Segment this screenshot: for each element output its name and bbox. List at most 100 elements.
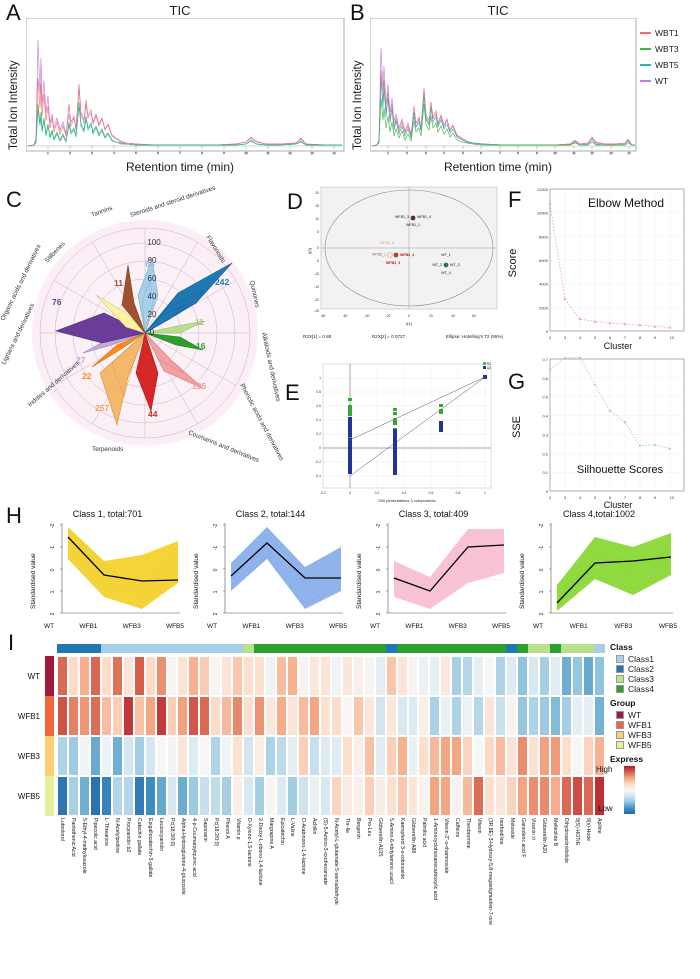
panel-h-xaxis-class1: WT WFB1 WFB3 WFB5 (44, 623, 184, 630)
svg-text:✶: ✶ (668, 447, 672, 453)
xtick: WFB5 (658, 623, 677, 630)
value-label: 44 (148, 409, 158, 419)
class4-plot: -2 -1 0 1 2 (539, 523, 673, 615)
heatmap-cell (330, 656, 342, 696)
wfb1-swatch (616, 721, 624, 729)
heatmap-cell (210, 736, 222, 776)
heatmap-cell (385, 656, 397, 696)
panel-h-class2: Class 2, total:144 Standardised value -2… (193, 509, 348, 635)
point-label: WFB1_4 (417, 215, 431, 219)
express-high-label: High (596, 765, 613, 774)
xtick: WFB5 (165, 623, 184, 630)
svg-text:4000: 4000 (539, 282, 549, 287)
heatmap-cell (155, 656, 167, 696)
svg-text:7: 7 (179, 151, 181, 155)
svg-text:0.5: 0.5 (542, 395, 548, 400)
column-label-wrap: Bergenin (353, 818, 364, 978)
svg-text:-1: -1 (50, 546, 56, 551)
column-label: Procyanidin b2 (125, 818, 132, 853)
radial-tick: 0 (150, 328, 155, 337)
svg-text:9: 9 (654, 335, 657, 340)
perm-point (348, 438, 352, 474)
svg-text:8: 8 (201, 151, 203, 155)
svg-text:✶: ✶ (578, 355, 582, 361)
panel-f-xlabel: Cluster (604, 341, 633, 351)
panel-h-class1: Class 1, total:701 Standardised value -2… (30, 509, 185, 635)
heatmap-cell (100, 656, 112, 696)
category-label: Steroids and steroid derivatives (129, 185, 216, 219)
class-track-cell (582, 644, 594, 653)
heatmap-cell (549, 656, 561, 696)
column-label-wrap: L-Valine (287, 818, 298, 978)
heatmap-cell (111, 696, 123, 736)
data-point (393, 252, 399, 258)
heatmap-cell (57, 696, 68, 736)
heatmap-cell (287, 736, 298, 776)
column-label-wrap: Vitexin (473, 818, 484, 978)
heatmap-cell (451, 776, 463, 816)
svg-text:11: 11 (266, 151, 269, 155)
heatmap-cell (221, 696, 233, 736)
svg-text:-15: -15 (314, 285, 319, 289)
column-label-wrap: Pc(18:3/0:0) (167, 818, 178, 978)
column-label-wrap: Dihydroactinidiolide (561, 818, 572, 978)
column-label-wrap: 2-Deoxy-L-ribono-1,4-lactone (254, 818, 265, 978)
svg-text:4: 4 (443, 151, 445, 155)
column-label-wrap: Isorhodiline (495, 818, 506, 978)
svg-text:0: 0 (539, 568, 545, 571)
panel-f-plot: 12000 10000 8000 6000 4000 2000 0 2 3 4 5 6 7 8 9… (507, 187, 685, 351)
column-label: Leucocyanidin (158, 818, 165, 852)
xtick: WT (370, 623, 381, 630)
heatmap-cell (177, 736, 189, 776)
heatmap-cell (582, 776, 594, 816)
svg-text:40: 40 (451, 314, 455, 318)
column-label: Catechin gallate (136, 818, 143, 856)
heatmap-cell (462, 776, 474, 816)
svg-text:✶: ✶ (668, 326, 672, 332)
legend-swatch-wbt3 (640, 48, 651, 50)
column-label: Phenol A (223, 818, 230, 839)
column-label-wrap: Epicatechin (276, 818, 287, 978)
express-colorbar (624, 766, 635, 814)
heatmap-cell (593, 736, 605, 776)
heatmap-cell (319, 656, 331, 696)
column-label-wrap: 1-Aminocyclohexanecarboxylic acid (429, 818, 440, 978)
class-track-cell (418, 644, 430, 653)
legend-item: WBT5 (640, 60, 700, 70)
panel-g-ylabel: SSE (511, 416, 523, 438)
heatmap-cell (341, 736, 353, 776)
column-label-wrap: (S)-5-Amino-3-oxohexanoate (320, 818, 331, 978)
category-label: Coumarins and derivatives (187, 429, 260, 464)
svg-text:✶: ✶ (638, 323, 642, 329)
heatmap-cell (418, 736, 430, 776)
heatmap-cell (440, 736, 452, 776)
heatmap-cell (166, 696, 178, 736)
column-label: Saponarin (201, 818, 208, 842)
svg-text:✶: ✶ (593, 383, 597, 389)
heatmap-cell (57, 736, 68, 776)
heatmap-cell (100, 736, 112, 776)
column-label-wrap: 9(S)-HOTrE (572, 818, 583, 978)
column-label-wrap: Ganoderic acid F (517, 818, 528, 978)
heatmap-cell (254, 776, 266, 816)
column-label: Caffeine (453, 818, 460, 838)
data-point (443, 262, 449, 268)
column-label: Dihydroactinidiolide (563, 818, 570, 863)
svg-text:0: 0 (50, 568, 56, 571)
class2-plot: -2 -1 0 1 2 (213, 523, 343, 615)
svg-text:2: 2 (549, 495, 552, 500)
heatmap-cell (527, 736, 539, 776)
data-point (410, 215, 416, 221)
svg-text:-0.2: -0.2 (315, 460, 321, 464)
column-label: Vitamin p (234, 818, 241, 840)
svg-text:0: 0 (349, 491, 351, 495)
class-track-cell (221, 644, 233, 653)
column-label: 1-Aminocyclohexanecarboxylic acid (431, 818, 438, 901)
svg-text:-2: -2 (213, 524, 219, 529)
heatmap-cell (276, 696, 288, 736)
xtick: WFB5 (491, 623, 510, 630)
heatmap-cell (144, 696, 156, 736)
column-label-wrap: 9(s)-Hode (583, 818, 594, 978)
svg-text:1: 1 (484, 491, 486, 495)
column-label: Theobromine (464, 818, 471, 849)
